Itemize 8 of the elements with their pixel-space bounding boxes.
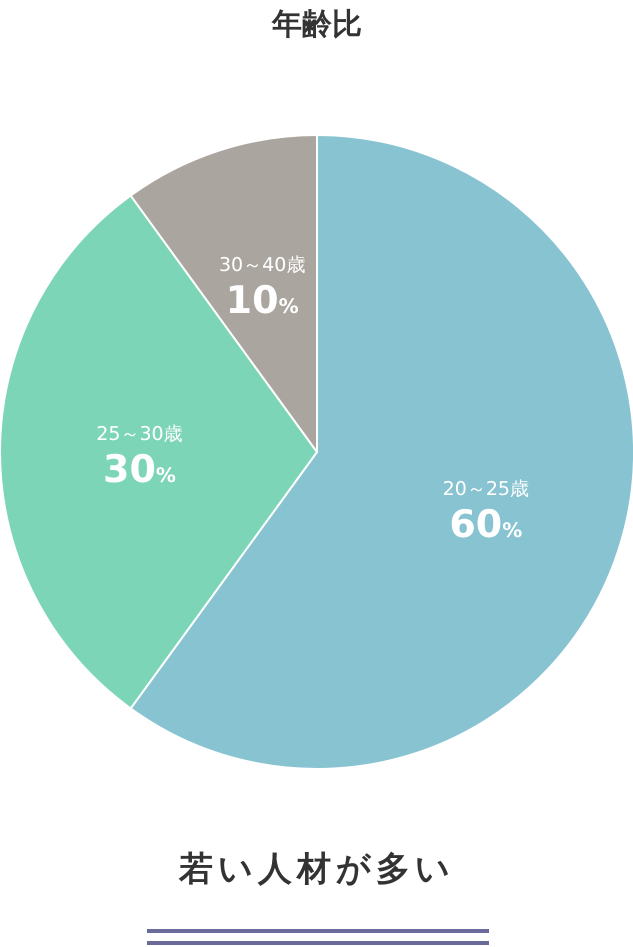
slice-label: 30～40歳	[218, 254, 306, 276]
slice-label: 25～30歳	[96, 423, 183, 445]
data-label: 10%	[226, 278, 299, 322]
slice-label: 20～25歳	[442, 478, 530, 500]
data-label: 60%	[449, 502, 522, 546]
text: 若い人材が多い	[178, 849, 455, 889]
data-label: 30%	[103, 447, 176, 491]
chart-title: 年齢比	[271, 7, 362, 42]
